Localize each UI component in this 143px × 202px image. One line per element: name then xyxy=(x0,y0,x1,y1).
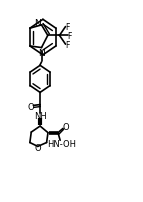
Text: N: N xyxy=(38,49,45,58)
Text: F: F xyxy=(65,41,69,50)
Text: HN-OH: HN-OH xyxy=(47,139,76,148)
Text: F: F xyxy=(67,32,72,41)
Text: O: O xyxy=(27,102,34,111)
Text: O: O xyxy=(34,144,41,153)
Text: N: N xyxy=(35,19,41,28)
Text: NH: NH xyxy=(34,111,46,120)
Text: F: F xyxy=(65,22,69,32)
Text: O: O xyxy=(62,123,69,132)
